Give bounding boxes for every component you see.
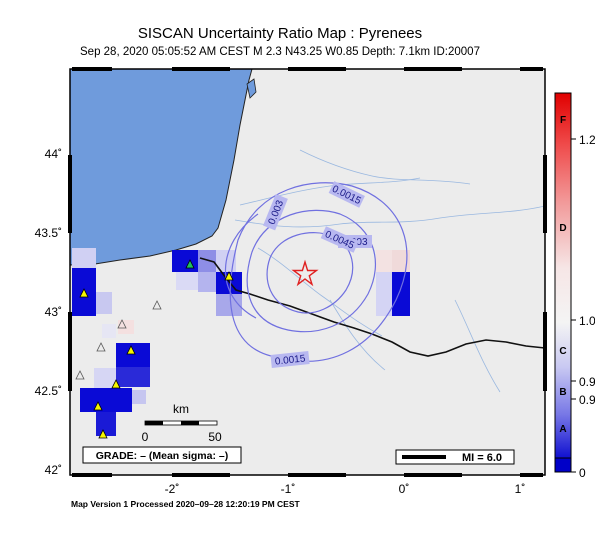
- sea-bay-of-biscay: [70, 69, 253, 266]
- station-triangle-inactive: [152, 300, 162, 310]
- colorbar-tick: 0.9: [579, 393, 595, 407]
- epicenter-star: [291, 259, 319, 287]
- lon-axis: -2˚ -1˚ 0˚ 1˚: [165, 482, 526, 496]
- grade-box: GRADE: – (Mean sigma: –): [82, 446, 242, 464]
- colorbar-tick: 1.2: [579, 133, 595, 147]
- lat-tick: 44˚: [45, 147, 62, 161]
- sea-inlet: [246, 78, 257, 99]
- lon-tick: -1˚: [281, 482, 296, 496]
- grade-letter: B: [559, 387, 566, 398]
- lat-tick: 42˚: [45, 463, 62, 477]
- stations: [75, 259, 234, 439]
- processing-footer: Map Version 1 Processed 2020–09–28 12:20…: [71, 499, 300, 509]
- station-triangle: [79, 288, 89, 298]
- lat-axis: 44˚ 43.5˚ 43˚ 42.5˚ 42˚: [35, 147, 62, 477]
- colorbar-tick: 1.0: [579, 314, 595, 328]
- colorbar: F D C B A 1.2 1.0 0.9 0.9 0: [554, 92, 595, 480]
- station-triangle-inactive: [96, 342, 106, 352]
- station-triangle: [93, 401, 103, 411]
- map-area: 0.0015 0.003 0.003 0.0045 0.0015: [70, 69, 545, 475]
- grade-letter: F: [560, 115, 566, 126]
- grade-letter: D: [559, 223, 566, 234]
- mi-legend: MI = 6.0: [395, 449, 515, 465]
- station-triangle-inactive: [117, 319, 127, 329]
- uncertainty-cells: [72, 248, 410, 436]
- station-triangle: [111, 379, 121, 389]
- contour-mid: [246, 209, 376, 333]
- mi-label: MI = 6.0: [462, 452, 502, 464]
- lon-tick: 1˚: [515, 482, 526, 496]
- colorbar-tick: 0.9: [579, 375, 595, 389]
- station-triangle-inactive: [75, 370, 85, 380]
- grade-text: GRADE: – (Mean sigma: –): [96, 450, 228, 462]
- spain-france-border: [199, 257, 545, 357]
- grade-letter: A: [559, 424, 566, 435]
- scale-start: 0: [142, 430, 149, 444]
- scale-unit: km: [173, 402, 189, 416]
- station-triangle: [185, 259, 195, 269]
- colorbar-tick: 0: [579, 466, 586, 480]
- station-triangle: [126, 345, 136, 355]
- map-title: SISCAN Uncertainty Ratio Map : Pyrenees: [137, 25, 423, 42]
- event-subtitle: Sep 28, 2020 05:05:52 AM CEST M 2.3 N43.…: [80, 46, 480, 58]
- rivers: [234, 149, 545, 393]
- lat-tick: 42.5˚: [35, 384, 62, 398]
- contour-label: 0.0015: [274, 353, 306, 367]
- lon-tick: -2˚: [165, 482, 180, 496]
- contour-west: [224, 213, 259, 319]
- scale-end: 50: [208, 430, 222, 444]
- lat-tick: 43.5˚: [35, 226, 62, 240]
- lon-tick: 0˚: [399, 482, 410, 496]
- scale-bar: km 0 50: [142, 402, 222, 444]
- station-triangle: [98, 429, 108, 439]
- station-triangle: [224, 271, 234, 281]
- grade-letter: C: [559, 346, 566, 357]
- map-frame: [68, 67, 547, 477]
- lat-tick: 43˚: [45, 305, 62, 319]
